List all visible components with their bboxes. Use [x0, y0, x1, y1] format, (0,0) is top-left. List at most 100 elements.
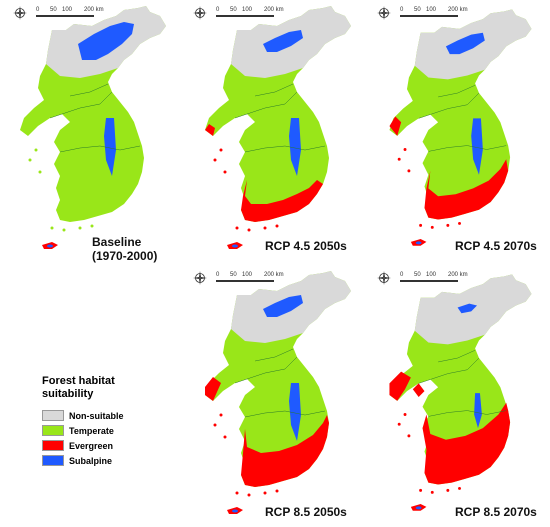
island	[247, 493, 251, 497]
scale-tick-label: 0	[216, 272, 220, 278]
island	[78, 226, 82, 230]
scale-tick-label: 200 km	[84, 7, 104, 13]
legend-item-subalpine: Subalpine	[42, 454, 152, 467]
subalpine-forest-north	[263, 295, 303, 317]
scale-tick-label: 100	[242, 272, 253, 278]
map-layers	[205, 6, 351, 249]
panel-label: RCP 8.5 2050s	[265, 505, 347, 519]
legend-item-non-suitable: Non-suitable	[42, 409, 152, 422]
province-borders	[234, 83, 326, 153]
compass-rose-icon	[377, 271, 391, 285]
island	[419, 223, 423, 227]
legend-label: Subalpine	[69, 455, 113, 466]
island	[28, 158, 32, 162]
jeju-subalpine	[232, 244, 238, 248]
scale-tick-label: 100	[426, 272, 437, 278]
subalpine-forest-spine	[474, 393, 482, 429]
legend-label: Temperate	[69, 425, 114, 436]
island	[275, 489, 279, 493]
panel-label: RCP 4.5 2070s	[455, 239, 537, 253]
island	[38, 170, 42, 174]
scale-bar-line	[400, 15, 458, 17]
island	[235, 226, 239, 230]
legend-label: Evergreen	[69, 440, 114, 451]
island	[263, 491, 267, 495]
scale-tick-label: 200 km	[264, 7, 284, 13]
panel-label: RCP 8.5 2070s	[455, 505, 537, 519]
scale-tick-label: 50	[230, 272, 237, 278]
peninsula-map	[205, 6, 351, 249]
island	[407, 434, 411, 438]
subalpine-forest-spine	[289, 118, 301, 176]
island	[62, 228, 66, 232]
scale-tick-label: 100	[426, 7, 437, 13]
scale-bar-line	[36, 15, 94, 17]
scale-bar-line	[216, 280, 274, 282]
island	[219, 413, 223, 417]
map-layers	[20, 6, 166, 249]
evergreen-forest-area	[389, 116, 509, 220]
island	[430, 225, 434, 229]
scale-tick-label: 50	[414, 272, 421, 278]
island	[458, 486, 461, 490]
legend-swatch	[42, 410, 64, 421]
evergreen-forest-area	[205, 377, 329, 487]
island	[235, 491, 239, 495]
island	[419, 488, 423, 492]
jeju-subalpine	[415, 241, 422, 245]
subalpine-forest-spine	[289, 383, 301, 441]
scale-tick-label: 0	[400, 7, 404, 13]
island	[223, 435, 227, 439]
province-borders	[418, 350, 507, 417]
subalpine-forest-spine	[104, 118, 116, 176]
island	[50, 226, 54, 230]
legend-swatch	[42, 455, 64, 466]
province-borders	[418, 85, 507, 152]
island	[90, 224, 94, 228]
compass-rose-icon	[193, 6, 207, 20]
compass-rose-icon	[13, 6, 27, 20]
island	[407, 169, 411, 173]
peninsula-map	[389, 9, 532, 246]
scale-tick-label: 200 km	[448, 272, 468, 278]
compass-rose-icon	[377, 6, 391, 20]
province-borders	[234, 348, 326, 418]
island	[275, 224, 279, 228]
island	[446, 488, 450, 492]
scale-tick-label: 0	[36, 7, 40, 13]
legend-item-temperate: Temperate	[42, 424, 152, 437]
legend-title: Forest habitat suitability	[42, 375, 115, 400]
map-panel-rcp85-2070s: 0 50 100 200 km RCP 8.5 2070s	[370, 265, 550, 527]
map-layers	[205, 271, 351, 514]
scale-tick-label: 0	[216, 7, 220, 13]
scale-tick-label: 200 km	[448, 7, 468, 13]
legend-swatch	[42, 440, 64, 451]
peninsula-map	[205, 271, 351, 514]
scale-tick-label: 50	[414, 7, 421, 13]
island	[263, 226, 267, 230]
island	[403, 148, 407, 151]
scale-tick-label: 50	[50, 7, 57, 13]
island	[213, 423, 217, 427]
jeju-subalpine	[232, 509, 238, 513]
island	[397, 422, 401, 426]
scale-tick-label: 100	[62, 7, 73, 13]
scale-tick-label: 50	[230, 7, 237, 13]
compass-rose-icon	[193, 6, 207, 20]
compass-rose-icon	[377, 6, 391, 20]
map-panel-rcp85-2050s: 0 50 100 200 km RCP 8.5 2050s	[185, 265, 370, 527]
legend: Forest habitat suitability Non-suitable …	[42, 375, 152, 467]
legend-item-evergreen: Evergreen	[42, 439, 152, 452]
map-layers	[389, 274, 532, 511]
peninsula-map	[389, 274, 532, 511]
island	[213, 158, 217, 162]
non-suitable-area	[414, 274, 532, 345]
map-panel-rcp45-2050s: 0 50 100 200 km RCP 4.5 2050s	[185, 0, 370, 262]
subalpine-forest-north	[445, 32, 485, 55]
island	[403, 413, 407, 416]
island	[34, 148, 38, 152]
scale-tick-label: 200 km	[264, 272, 284, 278]
island	[397, 157, 401, 161]
subalpine-forest-spine	[471, 118, 483, 175]
panel-label: Baseline (1970-2000)	[92, 235, 158, 263]
